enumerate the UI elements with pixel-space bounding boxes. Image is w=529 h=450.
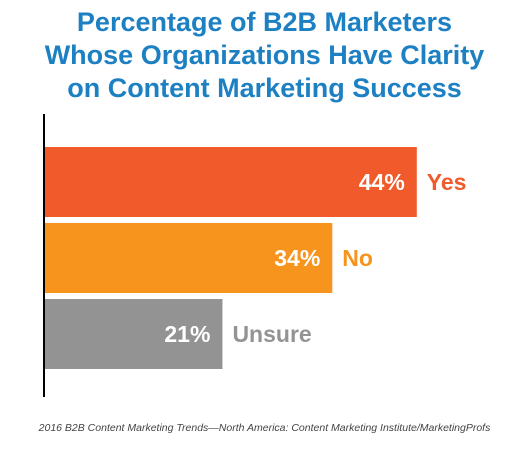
- bar-value-label: 34%: [274, 245, 320, 271]
- bar-no: [45, 223, 333, 293]
- bar-unsure: [45, 299, 223, 369]
- chart-title: Percentage of B2B Marketers Whose Organi…: [0, 6, 529, 105]
- category-label: Yes: [427, 169, 467, 195]
- category-label: Unsure: [232, 321, 311, 347]
- bar-value-label: 21%: [164, 321, 210, 347]
- bar-value-label: 44%: [359, 169, 405, 195]
- bar-yes: [45, 147, 417, 217]
- chart-title-line-1: Percentage of B2B Marketers: [76, 7, 453, 37]
- chart-title-line-3: on Content Marketing Success: [67, 73, 462, 103]
- category-label: No: [342, 245, 373, 271]
- chart-title-line-2: Whose Organizations Have Clarity: [44, 40, 485, 70]
- source-note: 2016 B2B Content Marketing Trends—North …: [38, 422, 491, 434]
